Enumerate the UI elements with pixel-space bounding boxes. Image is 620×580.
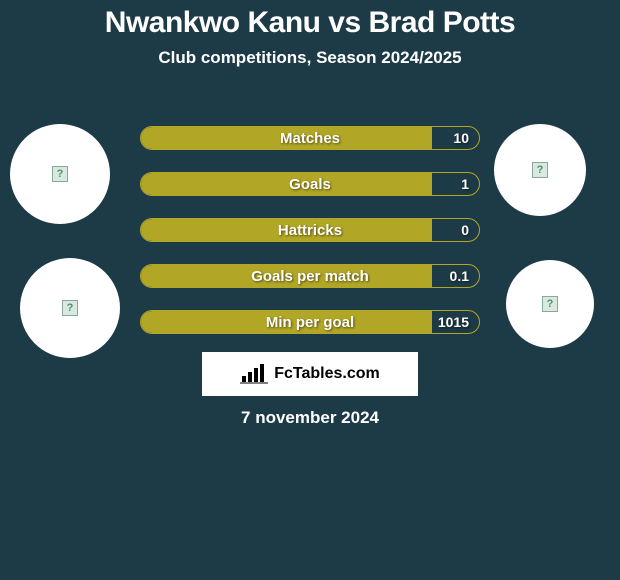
stat-bar-fill: [141, 265, 432, 287]
stat-bar-fill: [141, 127, 432, 149]
page-title: Nwankwo Kanu vs Brad Potts: [0, 0, 620, 40]
stat-bar-value: 10: [453, 127, 469, 149]
bars-chart-icon: [240, 364, 268, 384]
placeholder-image-icon: ?: [542, 296, 558, 312]
logo-text: FcTables.com: [274, 365, 380, 383]
stat-bar-row: Goals per match0.1: [140, 264, 480, 288]
stat-bar-fill: [141, 173, 432, 195]
avatar-right-bottom: ?: [506, 260, 594, 348]
stat-bar-row: Hattricks0: [140, 218, 480, 242]
avatar-right-top: ?: [494, 124, 586, 216]
date-label: 7 november 2024: [0, 408, 620, 428]
stat-bars: Matches10 Goals1 Hattricks0 Goals per match…: [140, 126, 480, 356]
placeholder-image-icon: ?: [532, 162, 548, 178]
avatar-left-bottom: ?: [20, 258, 120, 358]
page-subtitle: Club competitions, Season 2024/2025: [0, 48, 620, 68]
stat-bar-value: 1: [461, 173, 469, 195]
stat-bar-fill: [141, 219, 432, 241]
infographic-container: Nwankwo Kanu vs Brad Potts Club competit…: [0, 0, 620, 580]
logo-box: FcTables.com: [202, 352, 418, 396]
stat-bar-value: 0: [461, 219, 469, 241]
placeholder-image-icon: ?: [62, 300, 78, 316]
stat-bar-row: Min per goal1015: [140, 310, 480, 334]
stat-bar-value: 0.1: [450, 265, 469, 287]
stat-bar-value: 1015: [438, 311, 469, 333]
avatar-left-top: ?: [10, 124, 110, 224]
stat-bar-fill: [141, 311, 432, 333]
stat-bar-row: Matches10: [140, 126, 480, 150]
placeholder-image-icon: ?: [52, 166, 68, 182]
stat-bar-row: Goals1: [140, 172, 480, 196]
